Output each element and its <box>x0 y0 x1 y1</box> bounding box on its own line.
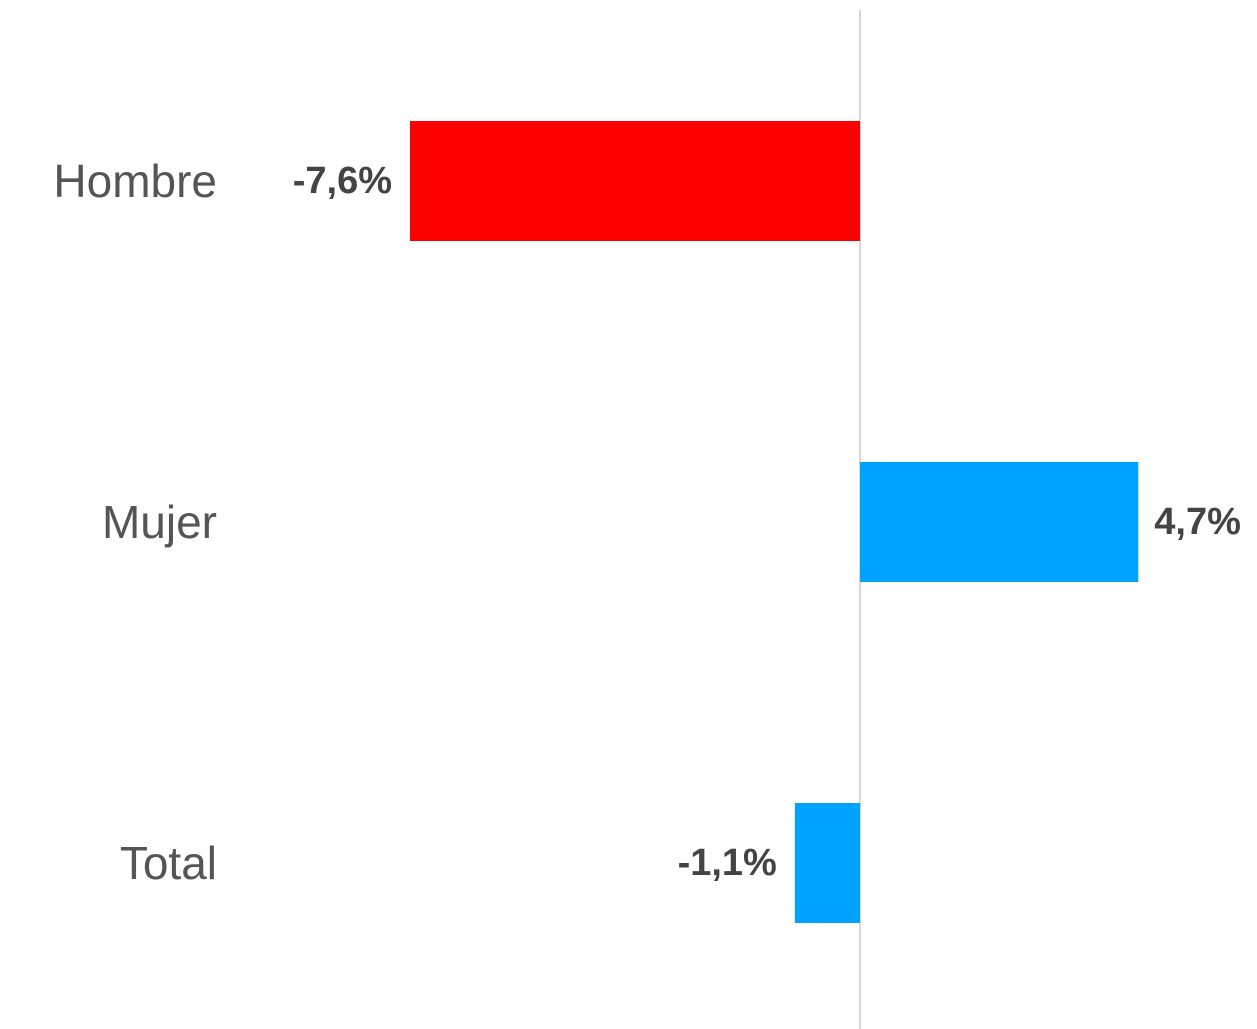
value-label: 4,7% <box>1154 501 1241 543</box>
value-label: -1,1% <box>678 842 777 884</box>
category-label: Total <box>120 837 217 889</box>
bar <box>410 121 860 241</box>
category-label: Mujer <box>102 496 217 548</box>
value-label: -7,6% <box>293 160 392 202</box>
bar <box>860 462 1139 582</box>
bar <box>794 803 860 923</box>
category-label: Hombre <box>53 155 217 207</box>
